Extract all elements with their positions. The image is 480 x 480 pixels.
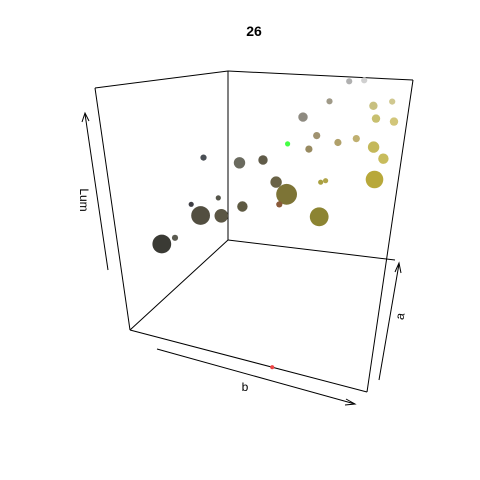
x-axis-label: b [242, 380, 249, 394]
data-point-4 [237, 201, 248, 212]
y-axis-label: a [393, 311, 408, 320]
data-point-15 [305, 145, 313, 153]
box-edge [227, 239, 396, 261]
y-axis-arrow [378, 263, 400, 381]
z-axis-label: Lum [77, 188, 91, 211]
data-point-23 [389, 98, 396, 105]
data-point-19 [326, 98, 333, 105]
data-point-1 [171, 234, 179, 241]
chart-title: 26 [246, 23, 262, 39]
data-point-5 [258, 155, 268, 165]
box-edge [94, 70, 229, 89]
plot-box [94, 70, 414, 393]
data-point-30 [188, 201, 194, 207]
data-point-18 [298, 112, 308, 122]
data-point-7 [276, 183, 297, 205]
data-point-31 [215, 195, 221, 201]
data-point-11 [323, 178, 329, 184]
data-point-22 [371, 114, 381, 123]
data-point-9 [309, 207, 329, 227]
data-point-28 [285, 141, 291, 147]
axis-arrows [81, 111, 402, 406]
data-point-3 [214, 209, 229, 223]
box-edge [227, 70, 414, 81]
data-point-21 [369, 101, 378, 111]
x-axis-arrow [156, 348, 356, 405]
x-axis-arrowhead [344, 398, 357, 406]
y-axis-arrowhead [394, 261, 402, 274]
data-point-12 [365, 170, 384, 189]
data-point-26 [361, 77, 368, 84]
box-edge [129, 239, 229, 331]
data-point-0 [152, 234, 172, 254]
data-point-29 [200, 154, 207, 161]
data-point-17 [334, 138, 342, 147]
data-point-25 [346, 78, 353, 85]
data-point-2 [191, 206, 211, 225]
data-points [152, 77, 399, 370]
box-edge [94, 87, 131, 331]
data-point-13 [367, 141, 380, 153]
box-edge [129, 329, 368, 393]
z-axis-arrow [84, 113, 109, 271]
data-point-16 [313, 132, 321, 140]
data-point-24 [389, 117, 399, 126]
data-point-20 [352, 135, 360, 143]
z-axis-arrowhead [81, 111, 90, 123]
data-point-8 [276, 201, 283, 208]
data-point-27 [233, 157, 246, 169]
data-point-32 [270, 365, 275, 370]
data-point-6 [270, 176, 282, 188]
data-point-10 [318, 179, 324, 185]
box-edge [366, 79, 414, 393]
data-point-14 [378, 153, 389, 164]
